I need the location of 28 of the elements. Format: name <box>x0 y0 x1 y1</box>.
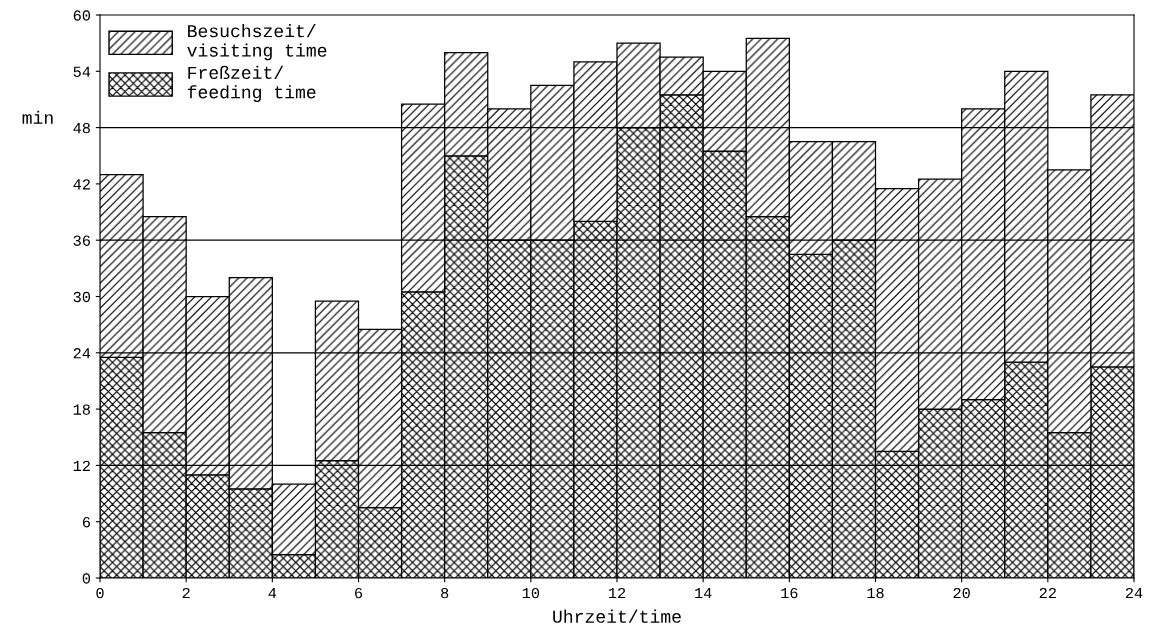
y-tick-label: 12 <box>73 460 90 471</box>
y-tick-label: 0 <box>82 573 91 584</box>
y-tick-label: 24 <box>73 348 91 359</box>
y-tick-label: 30 <box>73 291 91 303</box>
y-axis-title: min <box>22 110 53 124</box>
x-tick-label: 14 <box>695 588 712 599</box>
x-axis-title: Uhrzeit/time <box>553 609 681 623</box>
x-tick-label: 24 <box>1125 587 1143 599</box>
x-tick-label: 4 <box>268 588 277 599</box>
y-tick-label: 60 <box>73 10 91 21</box>
x-tick-label: 20 <box>953 587 970 599</box>
x-tick-label: 6 <box>355 587 363 599</box>
x-tick-label: 8 <box>441 587 449 599</box>
y-tick-label: 6 <box>82 517 90 528</box>
x-tick-label: 16 <box>781 587 798 599</box>
x-tick-label: 2 <box>182 587 190 599</box>
x-tick-label: 12 <box>608 587 626 599</box>
y-tick-label: 48 <box>73 122 90 134</box>
legend-label: Freßzeit/ feeding time <box>187 65 316 102</box>
y-tick-label: 36 <box>73 235 90 246</box>
x-tick-label: 0 <box>96 587 104 599</box>
y-tick-label: 54 <box>73 66 91 77</box>
x-tick-label: 18 <box>867 587 884 599</box>
legend-label: Besuchszeit/ visiting time <box>187 24 327 61</box>
x-tick-label: 22 <box>1039 587 1056 599</box>
x-tick-label: 10 <box>522 587 540 599</box>
y-tick-label: 18 <box>73 404 90 415</box>
y-tick-label: 42 <box>73 179 90 190</box>
